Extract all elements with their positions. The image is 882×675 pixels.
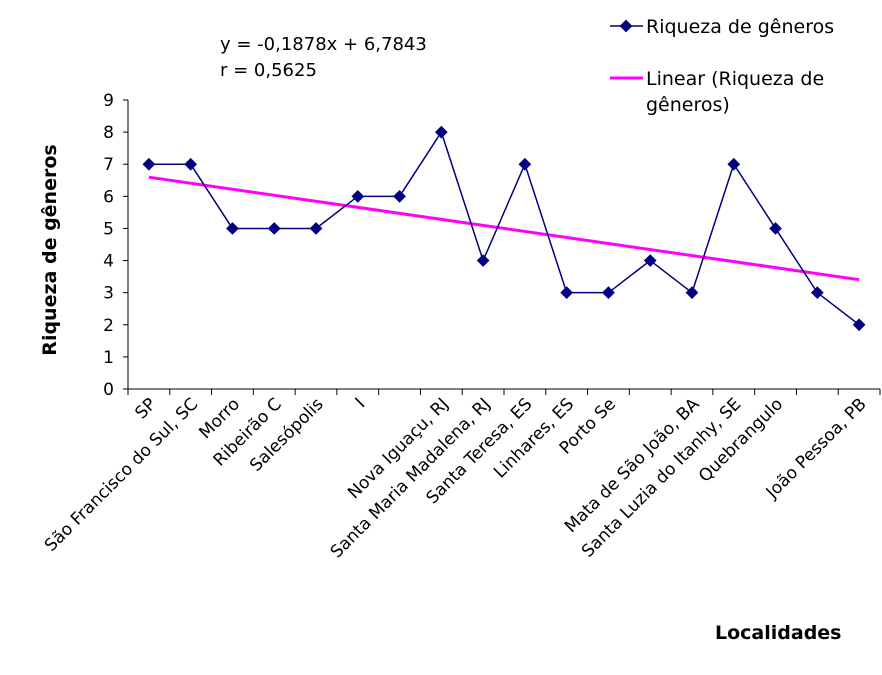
- data-point: [142, 157, 156, 171]
- data-point: [602, 286, 615, 300]
- x-category-label: Santa Maria Madalena, RJ: [327, 394, 495, 562]
- x-category-label: São Francisco do Sul, SC: [41, 394, 202, 555]
- trendline: [148, 175, 860, 282]
- y-tick-label: 1: [103, 348, 114, 368]
- legend-trend-label-line2: gêneros): [646, 94, 730, 116]
- data-point: [309, 222, 323, 235]
- data-point: [476, 254, 490, 267]
- y-tick-label: 8: [103, 123, 114, 143]
- x-category-label: I: [352, 394, 370, 412]
- legend-series-label: Riqueza de gêneros: [646, 16, 834, 38]
- data-point: [643, 254, 657, 267]
- data-point: [685, 286, 699, 300]
- x-axis-title: Localidades: [715, 622, 842, 644]
- data-point: [727, 157, 741, 171]
- data-point: [810, 286, 824, 300]
- y-tick-label: 2: [103, 316, 114, 336]
- r-annotation: r = 0,5625: [220, 60, 317, 81]
- y-tick-label: 7: [103, 155, 114, 175]
- data-point: [769, 222, 782, 235]
- data-point: [560, 286, 574, 300]
- data-point: [434, 125, 448, 139]
- y-tick-label: 6: [103, 187, 114, 207]
- data-point: [393, 189, 406, 203]
- data-point: [267, 222, 281, 235]
- data-point: [518, 157, 532, 171]
- y-axis: 0 1 2 3 4 5 6 7 8 9: [103, 91, 129, 400]
- data-point: [351, 189, 365, 203]
- x-axis: [127, 388, 881, 395]
- data-point: [852, 318, 866, 332]
- y-tick-label: 0: [103, 380, 114, 400]
- equation-annotation: y = -0,1878x + 6,7843: [220, 34, 427, 55]
- y-tick-label: 5: [103, 219, 114, 239]
- x-category-label: SP: [131, 394, 160, 423]
- legend: Riqueza de gêneros Linear (Riqueza de gê…: [610, 16, 834, 116]
- legend-trend-label-line1: Linear (Riqueza de: [646, 68, 824, 90]
- y-tick-label: 4: [103, 252, 114, 272]
- y-tick-label: 3: [103, 284, 114, 304]
- data-point: [226, 222, 239, 235]
- y-axis-title: Riqueza de gêneros: [39, 144, 61, 355]
- series-line: [148, 130, 860, 326]
- trendline-line: [148, 175, 860, 282]
- legend-series-marker: [619, 19, 633, 33]
- data-point: [184, 157, 198, 171]
- y-tick-label: 9: [103, 91, 114, 111]
